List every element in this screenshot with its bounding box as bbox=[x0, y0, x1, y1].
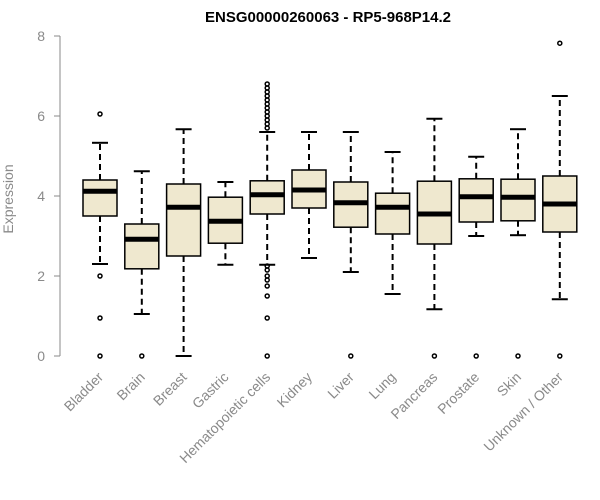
x-tick-label: Unknown / Other bbox=[480, 369, 566, 455]
y-axis-label: Expression bbox=[0, 164, 16, 233]
chart-title: ENSG00000260063 - RP5-968P14.2 bbox=[205, 9, 451, 26]
x-tick-label: Bladder bbox=[61, 369, 107, 415]
box-lung bbox=[374, 151, 411, 295]
box-gastric bbox=[207, 181, 244, 266]
y-tick-label: 8 bbox=[37, 28, 45, 44]
x-tick-label: Liver bbox=[324, 369, 357, 402]
outlier-point bbox=[515, 353, 521, 359]
outlier-point bbox=[97, 315, 103, 321]
iqr-box bbox=[374, 192, 411, 235]
outlier-point bbox=[97, 353, 103, 359]
box-brain bbox=[124, 170, 160, 359]
outlier-point bbox=[264, 267, 270, 273]
y-axis: 0 2 4 6 8 bbox=[37, 28, 61, 364]
outlier-point bbox=[348, 353, 354, 359]
outlier-point bbox=[264, 283, 270, 289]
box-hematopoietic-cells bbox=[249, 81, 285, 359]
iqr-box bbox=[165, 183, 202, 257]
outlier-point bbox=[431, 353, 438, 359]
outlier-point bbox=[264, 277, 270, 283]
y-tick-label: 6 bbox=[37, 108, 45, 124]
outlier-point bbox=[557, 40, 563, 46]
y-tick-label: 2 bbox=[37, 268, 45, 284]
outlier-point bbox=[97, 273, 103, 279]
outlier-point bbox=[97, 111, 103, 117]
outlier-point bbox=[264, 125, 270, 131]
iqr-box bbox=[500, 178, 536, 222]
x-tick-label: Lung bbox=[365, 369, 398, 402]
box-bladder bbox=[82, 111, 118, 359]
box-group bbox=[82, 40, 578, 359]
y-tick-label: 4 bbox=[37, 188, 45, 204]
outlier-point bbox=[264, 353, 270, 359]
box-kidney bbox=[291, 131, 327, 259]
iqr-box bbox=[249, 180, 285, 215]
x-tick-label: Breast bbox=[150, 369, 190, 409]
outlier-point bbox=[264, 315, 270, 321]
box-breast bbox=[165, 128, 202, 357]
outlier-point bbox=[264, 293, 270, 299]
x-tick-label: Skin bbox=[494, 369, 525, 400]
outlier-point bbox=[473, 353, 479, 359]
x-tick-label: Brain bbox=[113, 369, 147, 403]
y-tick-label: 0 bbox=[37, 348, 45, 364]
box-pancreas bbox=[416, 117, 453, 359]
outlier-point bbox=[139, 353, 145, 359]
iqr-box bbox=[82, 179, 118, 217]
x-tick-label: Kidney bbox=[274, 369, 316, 411]
iqr-box bbox=[124, 223, 160, 270]
box-skin bbox=[500, 128, 536, 359]
box-prostate bbox=[458, 155, 494, 359]
outlier-point bbox=[557, 353, 563, 359]
x-tick-label: Prostate bbox=[434, 369, 482, 417]
iqr-box bbox=[458, 178, 494, 223]
box-liver bbox=[333, 131, 369, 359]
box-unknown-other bbox=[542, 40, 578, 359]
